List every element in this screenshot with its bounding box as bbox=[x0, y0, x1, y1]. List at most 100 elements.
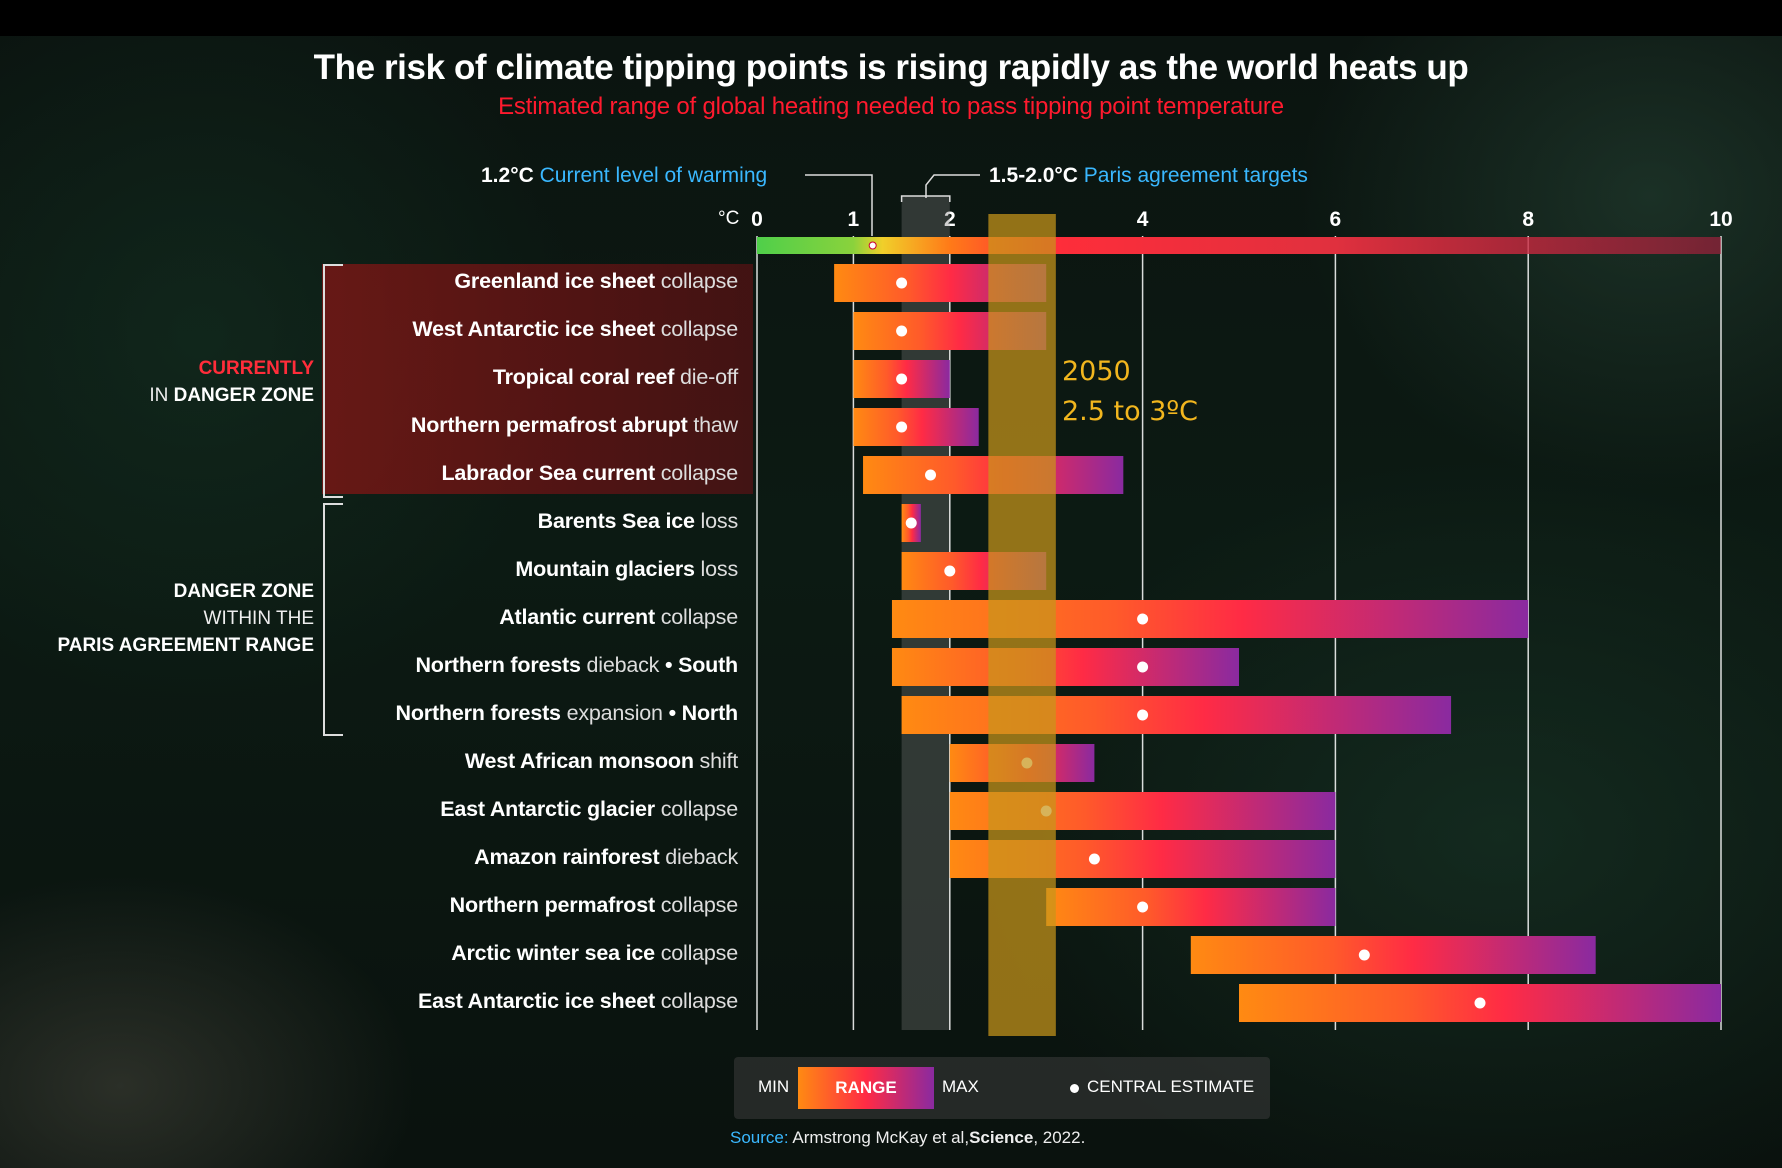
zone-label-paris: DANGER ZONE WITHIN THE PARIS AGREEMENT R… bbox=[57, 578, 314, 659]
row-label-bold-13: Northern permafrost bbox=[449, 893, 655, 917]
row-label-rest-12: dieback bbox=[659, 845, 738, 869]
zone-label-current: CURRENTLY IN DANGER ZONE bbox=[149, 355, 314, 409]
row-label-rest-2: die-off bbox=[674, 365, 738, 389]
row-label-bold-0: Greenland ice sheet bbox=[454, 269, 655, 293]
row-label-4: Labrador Sea current collapse bbox=[441, 461, 738, 486]
row-label-bold-7: Atlantic current bbox=[499, 605, 655, 629]
year-2050-range-label: 2.5 to 3ºC bbox=[1062, 396, 1198, 427]
row-label-10: West African monsoon shift bbox=[465, 749, 738, 774]
x-tick-label-10: 10 bbox=[1709, 208, 1733, 231]
central-estimate-13 bbox=[1137, 901, 1149, 913]
x-tick-label-0: 0 bbox=[751, 208, 763, 231]
paris-targets-annotation: 1.5-2.0°C Paris agreement targets bbox=[989, 164, 1308, 188]
row-label-rest-9: expansion bbox=[560, 701, 663, 725]
x-tick-label-2: 2 bbox=[944, 208, 956, 232]
row-label-6: Mountain glaciers loss bbox=[515, 557, 738, 582]
row-label-15: East Antarctic ice sheet collapse bbox=[418, 989, 738, 1014]
row-label-rest-15: collapse bbox=[654, 989, 738, 1013]
row-label-suffix-8: • South bbox=[659, 653, 738, 677]
row-label-bold-14: Arctic winter sea ice bbox=[451, 941, 655, 965]
row-label-rest-1: collapse bbox=[654, 317, 738, 341]
row-label-bold-3: Northern permafrost abrupt bbox=[410, 413, 688, 437]
legend-max: MAX bbox=[942, 1077, 979, 1096]
central-estimate-6 bbox=[944, 565, 956, 577]
row-label-8: Northern forests dieback • South bbox=[415, 653, 738, 678]
legend-central-dot bbox=[1070, 1084, 1079, 1093]
row-label-12: Amazon rainforest dieback bbox=[474, 845, 738, 870]
bar-3 bbox=[853, 408, 979, 446]
temperature-axis-strip bbox=[757, 237, 1721, 254]
row-label-9: Northern forests expansion • North bbox=[395, 701, 739, 726]
central-estimate-1 bbox=[896, 325, 908, 337]
row-label-5: Barents Sea ice loss bbox=[537, 509, 739, 534]
bar-13 bbox=[1046, 888, 1336, 926]
source-authors: Armstrong McKay et al, bbox=[792, 1128, 970, 1147]
row-label-rest-8: dieback bbox=[580, 653, 660, 677]
row-label-bold-5: Barents Sea ice bbox=[537, 509, 695, 533]
zone-paris-line2: WITHIN THE bbox=[203, 608, 314, 629]
row-label-bold-2: Tropical coral reef bbox=[492, 365, 675, 389]
paris-targets-bracket bbox=[900, 195, 951, 202]
central-estimate-7 bbox=[1137, 613, 1149, 625]
row-label-2: Tropical coral reef die-off bbox=[493, 365, 738, 390]
legend-min: MIN bbox=[758, 1077, 790, 1096]
row-label-bold-4: Labrador Sea current bbox=[441, 461, 655, 485]
source-citation: Source: Armstrong McKay et al,Science, 2… bbox=[730, 1128, 1085, 1148]
central-estimate-0 bbox=[896, 277, 908, 289]
zone-paris-line1: DANGER ZONE bbox=[173, 581, 314, 602]
row-label-14: Arctic winter sea ice collapse bbox=[451, 941, 738, 966]
row-label-13: Northern permafrost collapse bbox=[449, 893, 739, 918]
year-2050-label: 2050 bbox=[1062, 356, 1131, 387]
row-label-rest-0: collapse bbox=[654, 269, 738, 293]
bar-7 bbox=[891, 600, 1529, 638]
zone-current-line1: CURRENTLY bbox=[198, 358, 314, 379]
row-label-bold-9: Northern forests bbox=[395, 701, 561, 725]
row-label-bold-8: Northern forests bbox=[415, 653, 581, 677]
row-label-3: Northern permafrost abrupt thaw bbox=[411, 413, 738, 438]
legend-central-label: CENTRAL ESTIMATE bbox=[1087, 1077, 1255, 1096]
source-journal: Science bbox=[969, 1128, 1034, 1147]
central-estimate-3 bbox=[896, 421, 908, 433]
bar-9 bbox=[901, 696, 1452, 734]
chart-title: The risk of climate tipping points is ri… bbox=[313, 48, 1469, 87]
paris-targets-value: 1.5-2.0°C bbox=[989, 164, 1078, 187]
current-warming-marker bbox=[868, 241, 877, 250]
row-label-rest-5: loss bbox=[694, 509, 739, 533]
legend-range-swatch: RANGE bbox=[798, 1067, 934, 1109]
x-tick-label-6: 6 bbox=[1329, 208, 1342, 231]
current-warming-label: Current level of warming bbox=[539, 164, 768, 187]
row-label-rest-10: shift bbox=[693, 749, 739, 773]
bracket-paris-danger bbox=[323, 503, 343, 736]
bar-14 bbox=[1190, 936, 1596, 974]
x-axis-unit: °C bbox=[718, 208, 740, 229]
row-label-bold-15: East Antarctic ice sheet bbox=[417, 989, 655, 1013]
row-label-suffix-9: • North bbox=[662, 701, 739, 725]
x-tick-label-8: 8 bbox=[1522, 208, 1535, 231]
current-warming-annotation: 1.2°C Current level of warming bbox=[481, 164, 767, 188]
central-estimate-14 bbox=[1358, 949, 1370, 961]
current-warming-value: 1.2°C bbox=[481, 164, 534, 187]
row-label-11: East Antarctic glacier collapse bbox=[440, 797, 738, 822]
central-estimate-15 bbox=[1474, 997, 1486, 1009]
central-estimate-2 bbox=[896, 373, 908, 385]
row-label-0: Greenland ice sheet collapse bbox=[454, 269, 738, 294]
row-label-bold-11: East Antarctic glacier bbox=[440, 797, 655, 821]
central-estimate-8 bbox=[1137, 661, 1149, 673]
highlight-2050-band bbox=[988, 214, 1056, 1036]
source-year: , 2022. bbox=[1033, 1128, 1086, 1147]
row-label-rest-3: thaw bbox=[687, 413, 738, 437]
row-label-bold-12: Amazon rainforest bbox=[474, 845, 660, 869]
zone-current-bold: DANGER ZONE bbox=[173, 385, 314, 406]
central-estimate-5 bbox=[905, 517, 917, 529]
row-label-bold-1: West Antarctic ice sheet bbox=[412, 317, 655, 341]
row-label-bold-10: West African monsoon bbox=[464, 749, 694, 773]
row-label-rest-6: loss bbox=[694, 557, 739, 581]
bracket-current-danger bbox=[323, 264, 343, 498]
row-label-rest-4: collapse bbox=[654, 461, 738, 485]
danger-zone-highlight bbox=[322, 264, 753, 494]
zone-current-prefix: IN bbox=[149, 385, 169, 406]
row-label-rest-11: collapse bbox=[654, 797, 738, 821]
row-label-rest-7: collapse bbox=[654, 605, 738, 629]
row-label-rest-14: collapse bbox=[654, 941, 738, 965]
